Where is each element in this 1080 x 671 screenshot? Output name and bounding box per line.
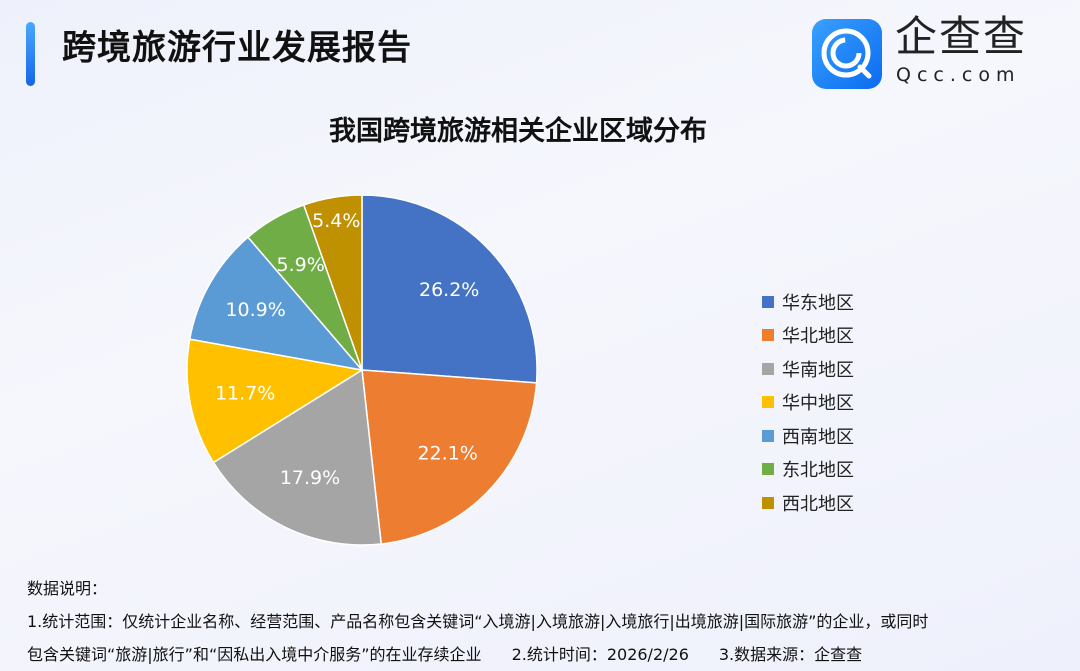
legend: 华东地区华北地区华南地区华中地区西南地区东北地区西北地区 [762, 285, 854, 520]
legend-swatch [762, 463, 774, 476]
legend-swatch [762, 362, 774, 375]
legend-item: 东北地区 [762, 453, 854, 487]
legend-label: 西南地区 [782, 426, 854, 448]
data-label: 5.4% [312, 210, 360, 232]
legend-label: 华南地区 [782, 359, 854, 381]
title-accent-bar [26, 22, 35, 86]
data-label: 11.7% [215, 382, 275, 404]
notes-scope-cont: 包含关键词“旅游|旅行”和“因私出入境中介服务”的在业存续企业 [27, 645, 482, 664]
legend-swatch [762, 496, 774, 509]
notes-time: 2.统计时间：2026/2/26 [511, 645, 689, 664]
legend-item: 西北地区 [762, 486, 854, 520]
qcc-logo-icon [812, 19, 882, 89]
pie-slice-3 [212, 368, 383, 546]
pie-slice-4 [186, 338, 365, 464]
pie-slice-7 [302, 194, 363, 371]
legend-swatch [762, 429, 774, 442]
notes-source: 3.数据来源：企查查 [718, 645, 863, 664]
legend-item: 华东地区 [762, 285, 854, 319]
pie-slice-5 [188, 236, 364, 372]
logo-domain: Qcc.com [896, 64, 1021, 86]
legend-swatch [762, 295, 774, 308]
data-label: 10.9% [225, 299, 285, 321]
logo-text: 企查查 [895, 12, 1028, 61]
data-notes: 数据说明： 1.统计范围：仅统计企业名称、经营范围、产品名称包含关键词“入境游|… [27, 572, 1077, 671]
legend-item: 华北地区 [762, 319, 854, 353]
chart-title: 我国跨境旅游相关企业区域分布 [329, 116, 707, 147]
pie-slice-2 [361, 369, 538, 545]
page-title: 跨境旅游行业发展报告 [62, 28, 412, 68]
data-label: 17.9% [280, 467, 340, 489]
legend-swatch [762, 396, 774, 409]
legend-label: 东北地区 [782, 460, 854, 482]
legend-label: 华东地区 [782, 292, 854, 314]
data-label: 26.2% [419, 279, 479, 301]
data-label: 22.1% [417, 443, 477, 465]
legend-label: 西北地区 [782, 493, 854, 515]
pie-slice-1 [361, 194, 538, 384]
legend-label: 华中地区 [782, 393, 854, 415]
notes-scope: 1.统计范围：仅统计企业名称、经营范围、产品名称包含关键词“入境游|入境旅游|入… [27, 612, 929, 631]
legend-item: 华中地区 [762, 386, 854, 420]
legend-item: 西南地区 [762, 419, 854, 453]
notes-heading: 数据说明： [27, 579, 108, 598]
legend-item: 华南地区 [762, 352, 854, 386]
data-label: 5.9% [277, 254, 325, 276]
legend-swatch [762, 329, 774, 342]
legend-label: 华北地区 [782, 326, 854, 348]
